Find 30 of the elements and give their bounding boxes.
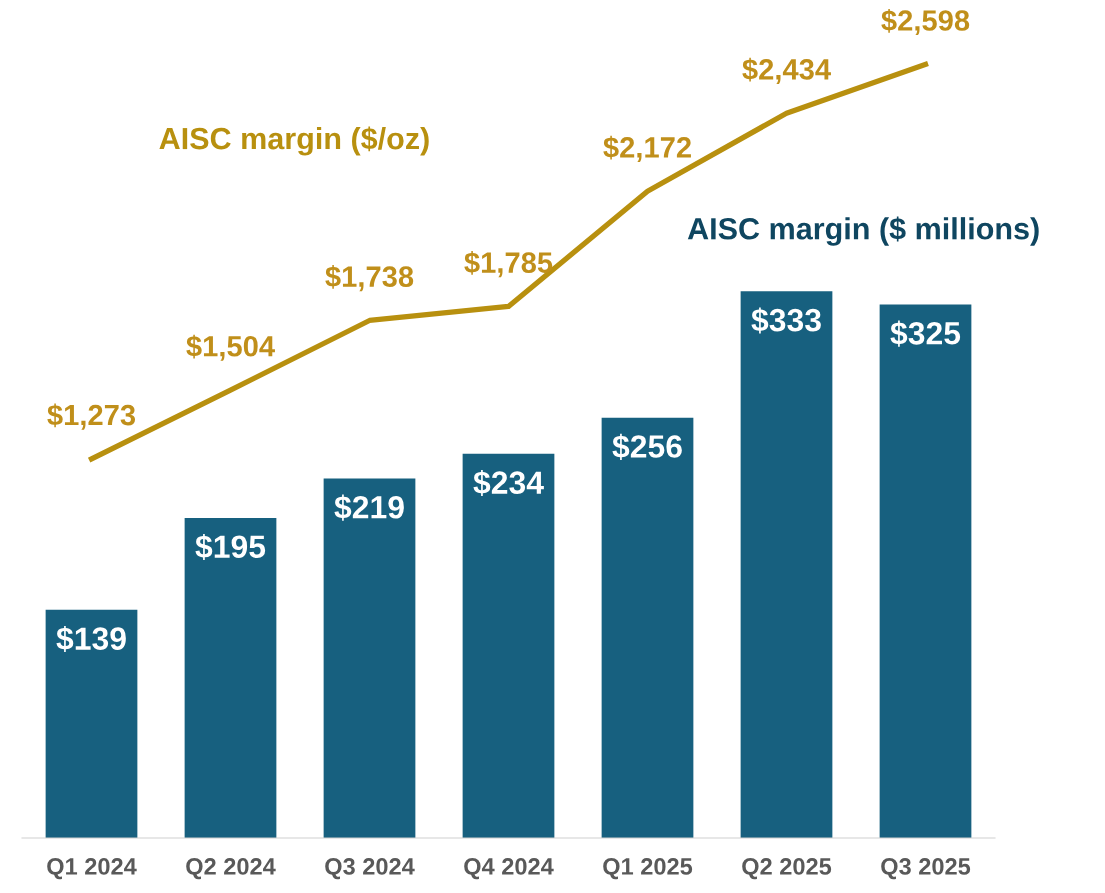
x-tick-label: Q1 2025 (603, 858, 693, 880)
data-label: $1,504 (186, 334, 275, 361)
bar (601, 417, 694, 838)
data-label: $1,785 (464, 251, 553, 278)
data-label: $195 (195, 533, 266, 561)
x-tick-label: Q3 2025 (881, 858, 971, 880)
data-label: $325 (890, 320, 961, 347)
x-tick-label: Q3 2024 (325, 858, 415, 880)
data-label: $2,434 (742, 57, 831, 84)
data-label: $333 (751, 307, 821, 334)
data-label: $1,738 (325, 265, 414, 292)
x-tick-label: Q2 2025 (742, 858, 832, 880)
x-tick-label: Q2 2024 (186, 858, 276, 880)
bar (45, 609, 138, 838)
data-label: $2,172 (603, 135, 691, 162)
bar (462, 453, 555, 838)
data-label: $1,273 (47, 403, 136, 430)
bar (184, 517, 277, 838)
bar (879, 304, 972, 838)
text: AISC margin ($ millions) (687, 216, 1039, 246)
bar (740, 291, 833, 838)
data-label: $2,598 (881, 8, 970, 36)
data-label: $219 (334, 494, 404, 521)
data-label: $234 (473, 469, 544, 497)
x-tick-label: Q1 2024 (47, 858, 137, 880)
data-label: $256 (612, 433, 682, 460)
x-tick-label: Q4 2024 (464, 858, 554, 880)
text: AISC margin ($/oz) (159, 126, 429, 156)
bar (323, 478, 416, 838)
data-label: $139 (56, 625, 126, 652)
